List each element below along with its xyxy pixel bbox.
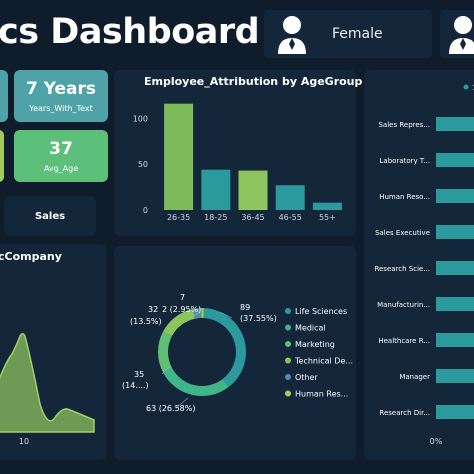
donut-legend-label: Marketing <box>295 340 335 349</box>
role-label: Human Reso... <box>379 193 430 201</box>
age-chart-title: Employee_Attribution by AgeGroup <box>144 75 363 88</box>
avg-age-card: 37 Avg_Age <box>14 130 108 182</box>
donut-label-life-pct: (37.55%) <box>240 314 277 323</box>
avg-age-label: Avg_Age <box>43 163 79 173</box>
donut-slice[interactable] <box>201 308 204 319</box>
role-bar[interactable] <box>436 117 474 131</box>
partial-kpi-card-top <box>0 70 8 122</box>
role-bar[interactable] <box>436 405 474 419</box>
donut-slice[interactable] <box>163 367 229 396</box>
donut-legend-label: Medical <box>295 324 326 333</box>
donut-label-marketing-pct: (14....) <box>122 381 149 390</box>
age-y-tick: 50 <box>138 160 148 169</box>
role-label: Manufacturin... <box>377 301 430 309</box>
donut-label-medical-value: 63 (26.58%) <box>146 404 195 413</box>
years-label: Years_With_Text <box>29 103 93 113</box>
role-label: Healthcare R... <box>378 337 430 345</box>
donut-legend-dot <box>285 308 291 314</box>
age-group-chart-panel: Employee_Attribution by AgeGroup 0 50 100 2… <box>114 70 362 236</box>
donut-label-other-value: 7 <box>180 293 185 302</box>
female-user-icon <box>278 16 306 54</box>
company-area <box>0 333 95 433</box>
donut-label-marketing-value: 35 <box>134 370 144 379</box>
role-label: Sales Executive <box>375 229 430 237</box>
role-bar[interactable] <box>436 225 474 239</box>
donut-slice[interactable] <box>203 308 247 388</box>
company-chart-title: cCompany <box>0 250 62 263</box>
donut-legend-label: Life Sciences <box>295 307 347 316</box>
role-bar[interactable] <box>436 297 474 311</box>
years-value: 7 Years <box>25 79 96 100</box>
age-bar[interactable] <box>238 170 268 210</box>
legend-label-truncated: 1 <box>472 84 474 92</box>
female-label: Female <box>332 26 383 42</box>
role-bar[interactable] <box>436 153 474 167</box>
donut-legend-dot <box>285 324 291 331</box>
years-at-company-chart-panel: cCompany 10 <box>0 244 106 460</box>
age-y-tick: 0 <box>143 206 148 215</box>
role-label: Laboratory T... <box>380 157 430 165</box>
donut-legend-label: Human Res... <box>295 390 348 399</box>
years-with-company-card: 7 Years Years_With_Text <box>14 70 108 122</box>
donut-legend-dot <box>285 341 291 347</box>
role-label: Sales Repres... <box>378 121 430 129</box>
donut-slice[interactable] <box>158 331 172 373</box>
job-role-bar-chart: 1 Sales Repres... Laboratory T... Human Re… <box>374 84 474 446</box>
partial-kpi-card-bottom <box>0 130 4 182</box>
legend-dot <box>463 84 469 90</box>
age-x-tick: 46-55 <box>279 213 302 222</box>
company-x-tick: 10 <box>19 437 29 446</box>
donut-label-other-pct: 2 (2.95%) <box>162 305 201 314</box>
sales-label: Sales <box>34 210 66 222</box>
role-bar[interactable] <box>436 189 474 203</box>
age-y-tick: 100 <box>133 114 148 123</box>
years-at-company-area-chart: 10 <box>0 333 95 446</box>
age-group-bar-chart: 0 50 100 26-35 18-25 36-45 46-55 55+ <box>133 103 342 222</box>
donut-legend-label: Other <box>295 373 318 382</box>
age-x-tick: 36-45 <box>241 213 264 222</box>
role-x-tick: 0% <box>430 437 443 446</box>
role-label: Manager <box>399 373 430 381</box>
donut-label-life-value: 89 <box>240 303 250 312</box>
role-bar[interactable] <box>436 261 474 275</box>
education-field-chart-panel: Life Sciences Medical Marketing Technical D… <box>114 246 356 460</box>
role-label: Research Scie... <box>374 265 430 273</box>
donut-slice[interactable] <box>162 308 195 337</box>
age-x-tick: 26-35 <box>167 213 190 222</box>
job-role-chart-panel: 1 Sales Repres... Laboratory T... Human Re… <box>364 70 474 460</box>
page-title: cs Dashboard <box>0 12 260 52</box>
age-bar[interactable] <box>164 103 194 210</box>
role-bar[interactable] <box>436 369 474 383</box>
avg-age-value: 37 <box>49 139 73 160</box>
male-button[interactable] <box>440 10 474 58</box>
age-bar[interactable] <box>312 202 342 210</box>
sales-filter-button[interactable]: Sales <box>4 196 96 236</box>
donut-label-tech-value: 32 <box>148 305 158 314</box>
age-x-tick: 18-25 <box>204 213 227 222</box>
role-label: Research Dir... <box>379 409 430 417</box>
donut-legend-label: Technical De... <box>294 357 353 366</box>
role-bar[interactable] <box>436 333 474 347</box>
donut-legend-dot <box>285 390 291 397</box>
age-bar[interactable] <box>201 169 231 210</box>
female-button[interactable]: Female <box>264 10 432 58</box>
donut-legend-dot <box>285 357 291 364</box>
age-bar[interactable] <box>275 185 305 210</box>
donut-label-tech-pct: (13.5%) <box>130 317 162 326</box>
male-user-icon <box>449 16 474 54</box>
donut-legend-dot <box>285 374 291 380</box>
age-x-tick: 55+ <box>319 213 336 222</box>
education-field-donut-chart: Life Sciences Medical Marketing Technical D… <box>122 293 353 413</box>
